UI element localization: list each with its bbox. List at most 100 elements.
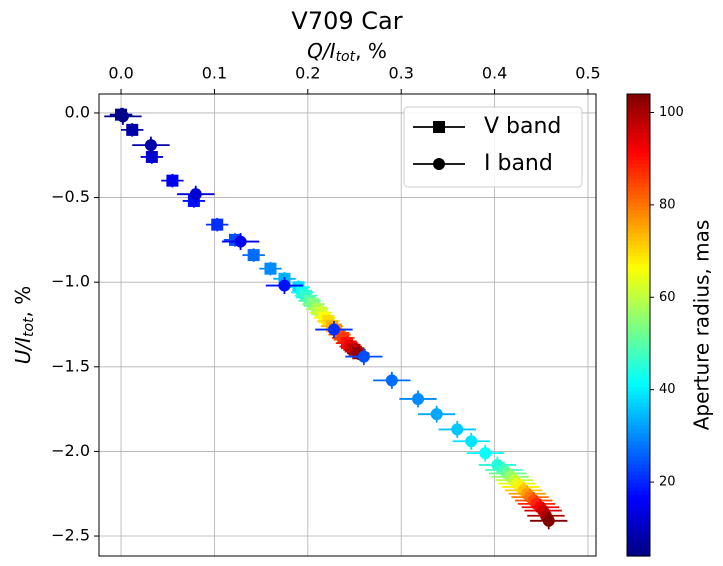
marker	[451, 423, 464, 436]
colorbar-segment	[627, 529, 650, 534]
colorbar-segment	[627, 425, 650, 430]
colorbar-segment	[627, 94, 650, 99]
legend-label: I band	[484, 151, 553, 176]
colorbar-segment	[627, 274, 650, 280]
marker	[247, 249, 260, 262]
colorbar-segment	[627, 228, 650, 234]
colorbar-segment	[627, 517, 650, 522]
colorbar-segment	[627, 305, 650, 311]
colorbar-tick-label: 40	[659, 382, 676, 397]
plot-frame	[98, 93, 597, 557]
colorbar-segment	[627, 490, 650, 495]
colorbar-segment	[627, 263, 650, 268]
y-axis-label: U/Itot, %	[11, 286, 38, 365]
colorbar-segment	[627, 532, 650, 538]
colorbar-segment	[627, 348, 650, 353]
colorbar-segment	[627, 455, 650, 461]
y-tick-label: −2.5	[51, 526, 90, 545]
marker	[479, 447, 492, 460]
colorbar-segment	[627, 294, 650, 299]
marker	[166, 174, 179, 187]
legend-label: V band	[484, 114, 561, 139]
colorbar-segment	[627, 101, 650, 107]
colorbar-segment	[627, 251, 650, 257]
y-label-sub: tot	[21, 317, 37, 337]
colorbar-segment	[627, 544, 650, 549]
y-tick-label: −1.0	[51, 272, 90, 291]
colorbar-segment	[627, 467, 650, 472]
colorbar-segment	[627, 328, 650, 334]
colorbar-segment	[627, 536, 650, 542]
colorbar-segment	[627, 332, 650, 338]
colorbar-tick-label: 60	[659, 290, 676, 305]
colorbar-segment	[627, 140, 650, 145]
colorbar-segment	[627, 182, 650, 187]
y-tick-label: 0.0	[65, 102, 90, 121]
colorbar-segment	[627, 309, 650, 315]
colorbar-segment	[627, 278, 650, 284]
colorbar-segment	[627, 259, 650, 264]
colorbar-segment	[627, 444, 650, 449]
colorbar-segment	[627, 459, 650, 465]
colorbar-segment	[627, 201, 650, 207]
colorbar-segment	[627, 498, 650, 503]
y-tick-label: −0.5	[51, 187, 90, 206]
marker	[542, 514, 555, 527]
x-tick-label: 0.4	[482, 64, 507, 83]
colorbar-segment	[627, 113, 650, 118]
x-tick-label: 0.2	[295, 64, 320, 83]
colorbar-segment	[627, 128, 650, 134]
colorbar-segment	[627, 105, 650, 110]
colorbar-segment	[627, 432, 650, 438]
marker	[145, 150, 158, 163]
colorbar-segment	[627, 244, 650, 249]
colorbar-segment	[627, 163, 650, 168]
colorbar-segment	[627, 124, 650, 130]
colorbar-segment	[627, 236, 650, 241]
legend-marker	[433, 158, 445, 170]
colorbar-segment	[627, 363, 650, 368]
colorbar-segment	[627, 463, 650, 469]
colorbar-segment	[627, 286, 650, 291]
colorbar-segment	[627, 475, 650, 480]
colorbar-segment	[627, 521, 650, 526]
colorbar-segment	[627, 471, 650, 476]
x-label-rest: , %	[355, 39, 387, 63]
colorbar-segment	[627, 120, 650, 126]
colorbar-tick-label: 20	[659, 475, 676, 490]
colorbar-segment	[627, 398, 650, 403]
colorbar-segment	[627, 147, 650, 153]
colorbar-segment	[627, 151, 650, 157]
colorbar-segment	[627, 271, 650, 276]
marker	[385, 374, 398, 387]
colorbar-segment	[627, 367, 650, 372]
colorbar-frame	[626, 93, 651, 557]
colorbar-segment	[627, 552, 650, 557]
x-label-sub: tot	[336, 49, 356, 65]
marker	[116, 110, 129, 123]
colorbar-segment	[627, 344, 650, 349]
colorbar-segment	[627, 340, 650, 345]
colorbar-segment	[627, 525, 650, 530]
colorbar-segment	[627, 186, 650, 191]
colorbar-segment	[627, 513, 650, 519]
colorbar-segment	[627, 224, 650, 230]
colorbar-segment	[627, 540, 650, 546]
colorbar-tick-label: 80	[659, 197, 676, 212]
chart-title: V709 Car	[291, 7, 402, 35]
colorbar-segment	[627, 313, 650, 318]
marker	[144, 139, 157, 152]
colorbar-segment	[627, 267, 650, 272]
colorbar-segment	[627, 290, 650, 295]
colorbar-label: Aperture radius, mas	[690, 220, 714, 431]
colorbar-segment	[627, 421, 650, 426]
colorbar-segment	[627, 194, 650, 199]
colorbar-segment	[627, 409, 650, 415]
x-tick-label: 0.0	[108, 64, 133, 83]
x-label-main: Q/I	[307, 39, 335, 63]
colorbar-segment	[627, 390, 650, 395]
colorbar-segment	[627, 394, 650, 399]
colorbar-segment	[627, 336, 650, 341]
x-tick-label: 0.3	[388, 64, 413, 83]
